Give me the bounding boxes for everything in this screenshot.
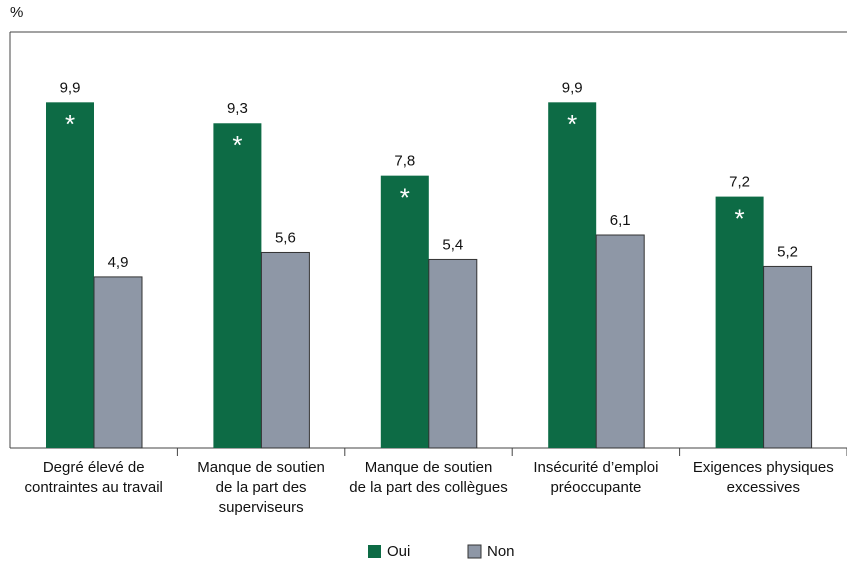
value-label: 4,9 [108,254,129,271]
value-label: 9,9 [562,79,583,96]
value-label: 9,3 [227,100,248,117]
legend-label: Non [487,543,515,560]
value-label: 5,4 [442,236,463,253]
legend-label: Oui [387,543,410,560]
x-tick-label: Manque de soutien de la part des supervise… [197,459,325,516]
bar [548,102,597,448]
x-tick-label: Exigences physiques excessives [693,459,834,496]
bar [213,123,262,449]
significance-marker: * [735,203,745,233]
significance-marker: * [65,109,75,139]
bar [380,175,429,448]
bar [715,196,764,448]
bar [763,265,813,449]
value-label: 6,1 [610,212,631,229]
value-label: 9,9 [60,79,81,96]
bar [428,258,478,449]
bar [260,251,310,449]
legend-swatch [467,544,482,559]
significance-marker: * [400,183,410,213]
x-tick-label: Manque de soutien de la part des collègue… [349,459,507,496]
value-label: 5,2 [777,243,798,260]
value-label: 7,2 [729,174,750,191]
bar [595,234,645,449]
significance-marker: * [567,109,577,139]
significance-marker: * [232,130,242,160]
y-axis-label: % [10,4,23,21]
bar [46,102,94,448]
x-tick-label: Insécurité d’emploi préoccupante [533,459,658,496]
value-label: 5,6 [275,229,296,246]
x-tick-label: Degré élevé de contraintes au travail [24,459,162,496]
legend-swatch [368,545,381,558]
bar [93,276,143,449]
value-label: 7,8 [394,153,415,170]
